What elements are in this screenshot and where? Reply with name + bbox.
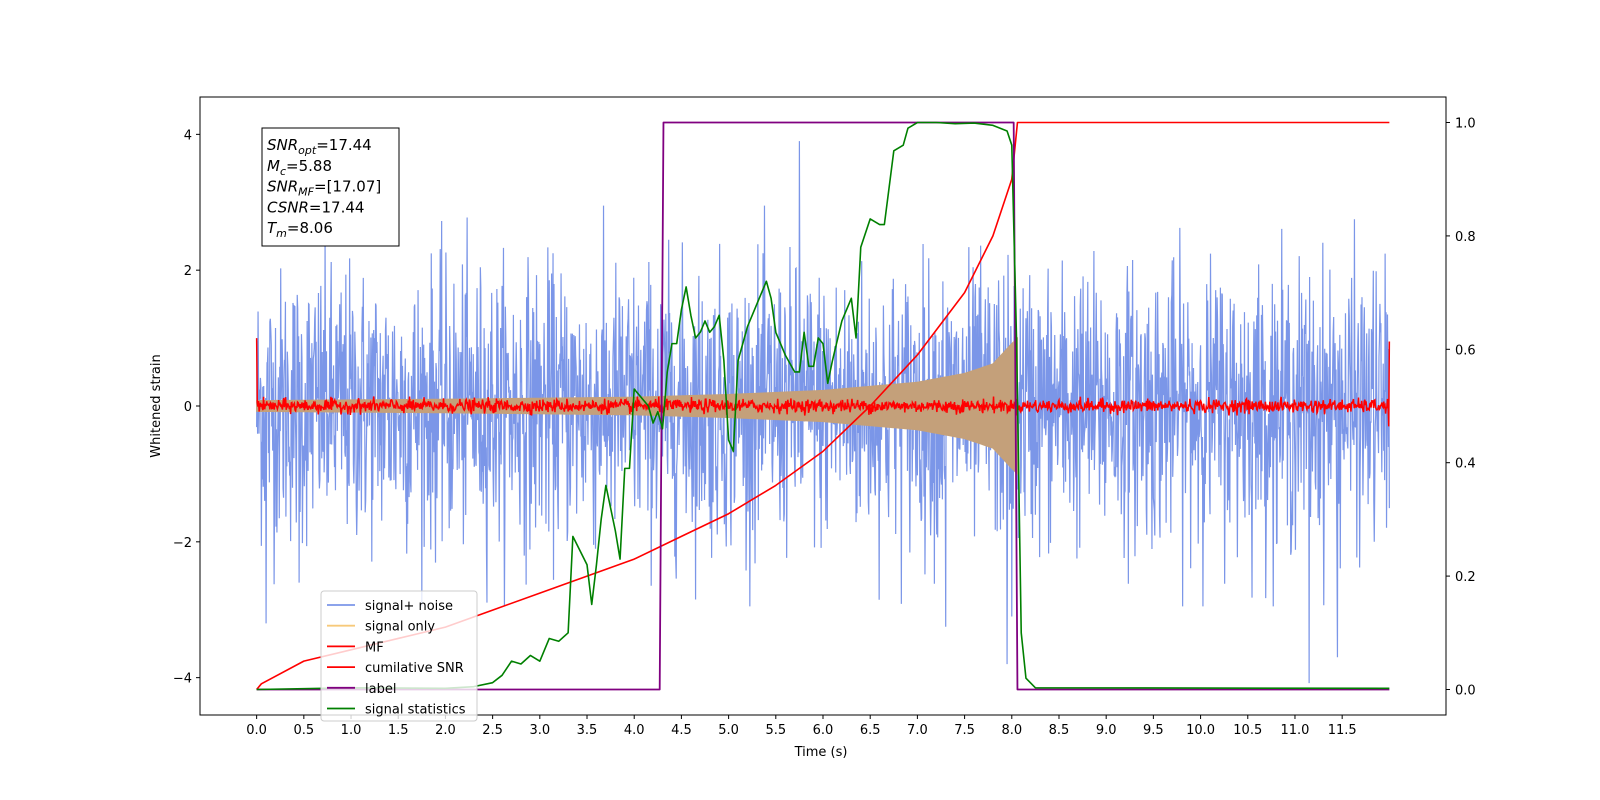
x-tick-label: 5.5 [765, 723, 786, 738]
legend-item: cumilative SNR [327, 661, 464, 676]
x-tick-label: 6.5 [860, 723, 881, 738]
annotation-line: CSNR=17.44 [267, 198, 364, 216]
x-tick-label: 7.5 [954, 723, 975, 738]
series-signal-statistics [256, 121, 1390, 691]
annotation-line: SNRopt=17.44 [267, 136, 372, 157]
y2-tick-label: 0.6 [1455, 343, 1476, 358]
x-tick-label: 9.5 [1143, 723, 1164, 738]
legend-item: MF [327, 640, 384, 655]
legend-label: cumilative SNR [365, 661, 464, 676]
legend-label: signal+ noise [365, 599, 453, 614]
x-tick-label: 11.5 [1328, 723, 1357, 738]
x-axis-label: Time (s) [794, 745, 848, 760]
series-mf [255, 338, 1391, 427]
y2-tick-label: 0.8 [1455, 230, 1476, 245]
x-tick-label: 1.5 [388, 723, 409, 738]
y-tick-label: −4 [173, 672, 192, 687]
y2-tick-label: 0.2 [1455, 570, 1476, 585]
legend-frame [320, 590, 478, 722]
x-tick-label: 0.0 [246, 723, 267, 738]
x-tick-label: 7.0 [907, 723, 928, 738]
y-axis-right: 1.0 0.8 0.6 0.4 0.2 0.0 [1446, 117, 1476, 698]
y2-tick-label: 0.0 [1455, 683, 1476, 698]
x-tick-label: 10.5 [1233, 723, 1262, 738]
annotation-line: Mc=5.88 [267, 157, 332, 178]
legend-item: signal statistics [327, 703, 466, 718]
x-tick-label: 2.0 [435, 723, 456, 738]
series-label [256, 121, 1390, 691]
legend-item: signal only [327, 620, 435, 635]
x-tick-label: 6.0 [813, 723, 834, 738]
legend-item: signal+ noise [327, 599, 453, 614]
annotation-line: Tm=8.06 [267, 219, 333, 240]
annotation-frame [261, 127, 400, 247]
x-tick-label: 4.0 [624, 723, 645, 738]
y-tick-label: 4 [184, 128, 192, 143]
annotation-line: SNRMF=[17.07] [267, 178, 381, 199]
y-tick-label: −2 [173, 536, 192, 551]
legend-label: signal statistics [365, 703, 466, 718]
y2-tick-label: 1.0 [1455, 117, 1476, 132]
x-tick-label: 0.5 [293, 723, 314, 738]
legend-item: label [327, 682, 396, 697]
x-axis: 0.0 0.5 1.0 1.5 2.0 2.5 3.0 3.5 4.0 4.5 5.0 5.5 6.0 6… [246, 715, 1357, 738]
y2-tick-label: 0.4 [1455, 457, 1476, 472]
x-tick-label: 1.0 [341, 723, 362, 738]
legend-label: label [365, 682, 396, 697]
y-tick-label: 2 [184, 264, 192, 279]
x-tick-label: 9.0 [1096, 723, 1117, 738]
x-tick-label: 8.0 [1001, 723, 1022, 738]
x-tick-label: 3.0 [529, 723, 550, 738]
metrics-annotation-box: SNRopt=17.44Mc=5.88SNRMF=[17.07]CSNR=17.… [261, 127, 400, 247]
x-tick-label: 8.5 [1049, 723, 1070, 738]
x-tick-label: 3.5 [577, 723, 598, 738]
legend: signal+ noise signal only MF cumilative SNR… [320, 590, 478, 722]
y-tick-label: 0 [184, 400, 192, 415]
x-tick-label: 5.0 [718, 723, 739, 738]
y-axis-left: 4 2 0 −2 −4 [173, 128, 200, 687]
x-tick-label: 10.0 [1186, 723, 1215, 738]
x-tick-label: 11.0 [1280, 723, 1309, 738]
x-tick-label: 4.5 [671, 723, 692, 738]
legend-label: signal only [365, 620, 435, 635]
x-tick-label: 2.5 [482, 723, 503, 738]
legend-label: MF [365, 640, 384, 655]
y-axis-label: Whitened strain [149, 354, 164, 457]
